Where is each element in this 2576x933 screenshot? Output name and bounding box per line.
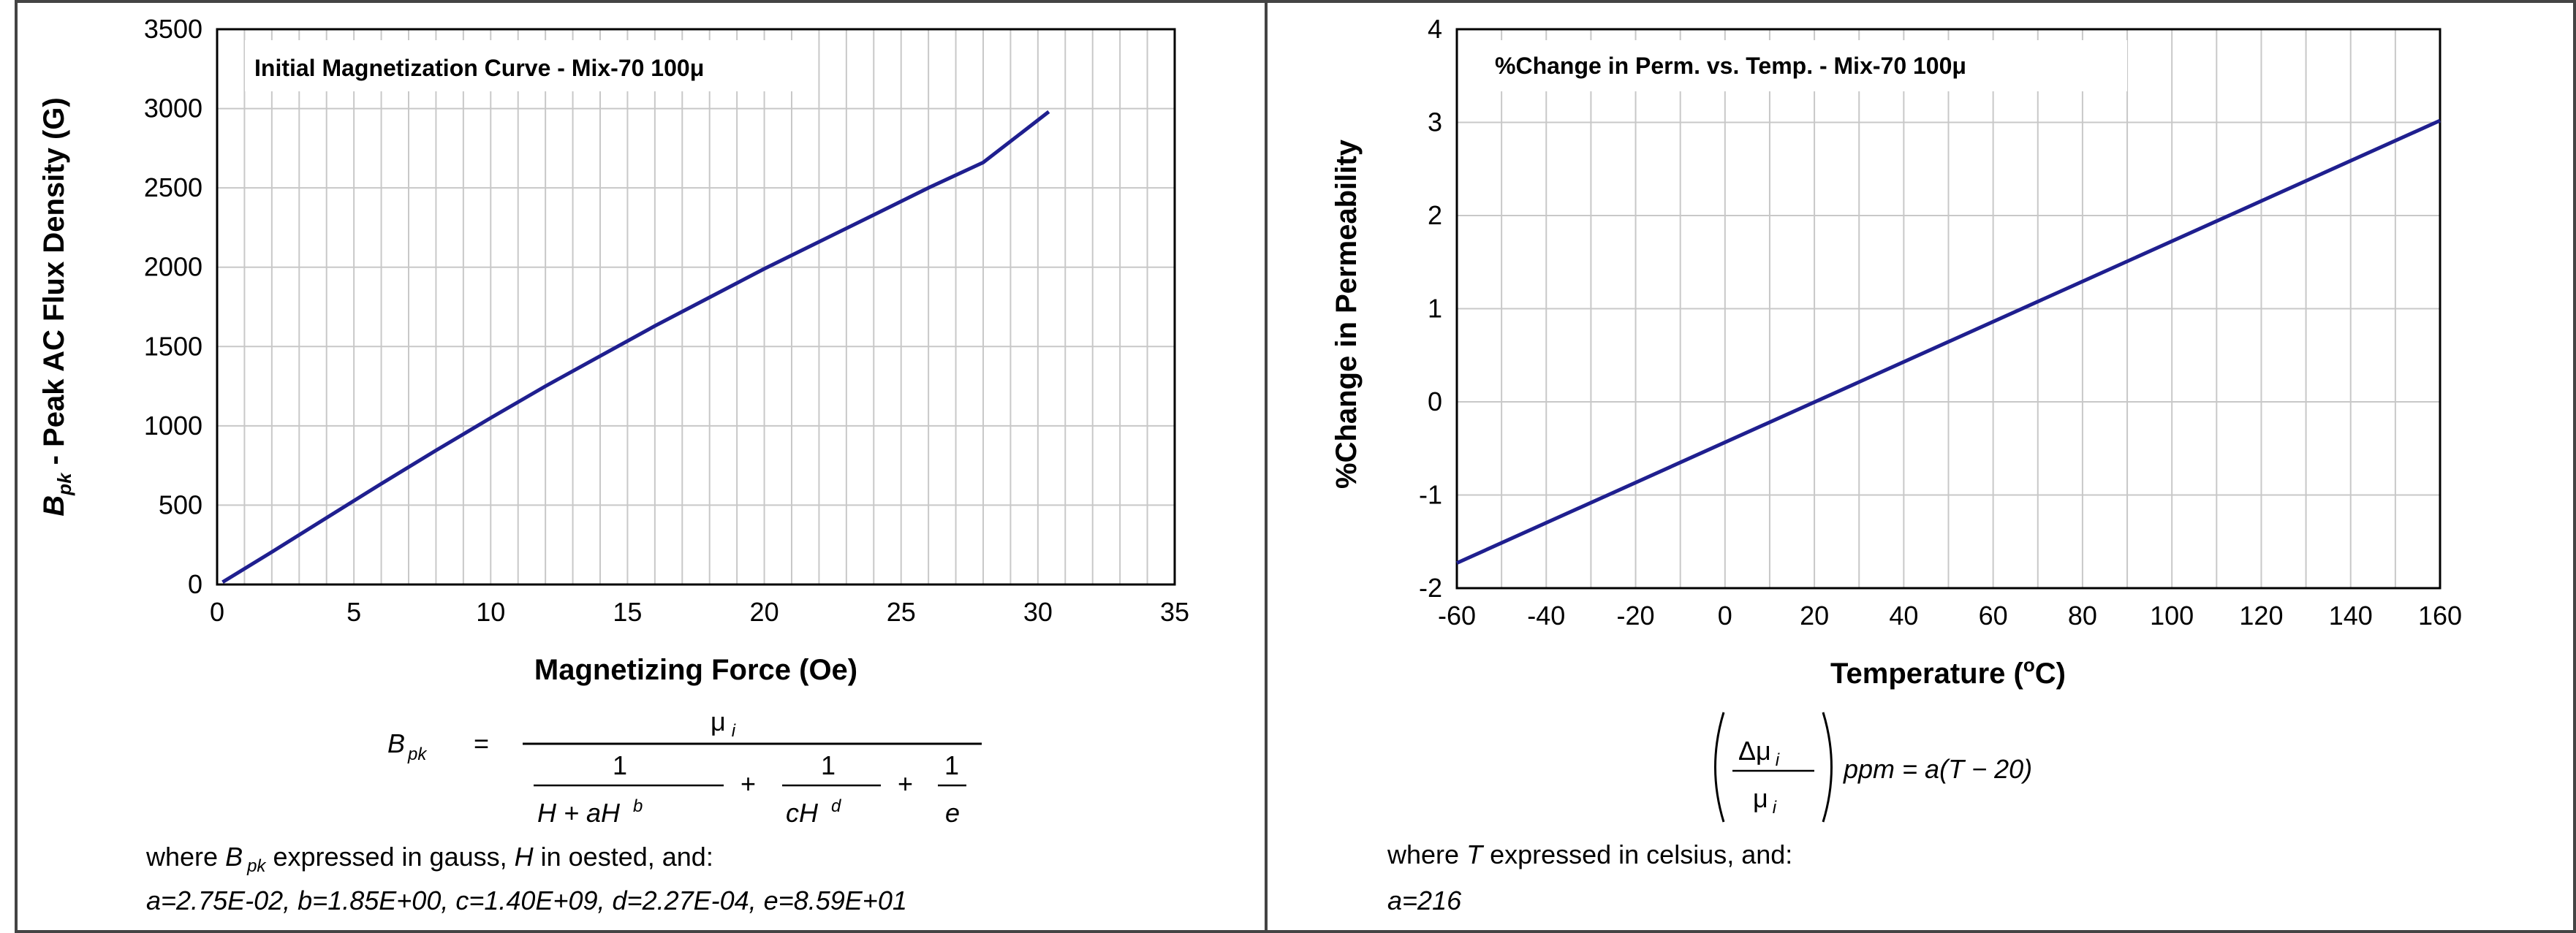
formula-constants: a=2.75E-02, b=1.85E+00, c=1.40E+09, d=2.… xyxy=(146,886,907,915)
y-tick-label: 2 xyxy=(1428,200,1442,230)
y-tick-label: 500 xyxy=(159,490,202,519)
permeability-y-label: %Change in Permeability xyxy=(1330,139,1363,489)
formula-left-paren xyxy=(1714,712,1725,823)
x-tick-label: 0 xyxy=(210,597,224,627)
x-tick-label: 80 xyxy=(2068,601,2097,631)
y-tick-label: -2 xyxy=(1419,573,1442,603)
permeability-curve xyxy=(1455,118,2441,565)
y-tick-label: 0 xyxy=(1428,386,1442,416)
magnetization-grid xyxy=(216,28,1175,585)
permeability-title: %Change in Perm. vs. Temp. - Mix-70 100μ xyxy=(1495,53,1966,79)
x-tick-label: -20 xyxy=(1617,601,1655,631)
permeability-chart: -60 -40 -20 0 20 40 60 80 100 120 140 160 -2 -1 0 1 2 3 4… xyxy=(1330,14,2462,690)
y-tick-label: 3500 xyxy=(144,14,202,44)
magnetization-curve xyxy=(221,110,1050,584)
formula-right-paren xyxy=(1822,712,1833,823)
x-tick-label: 25 xyxy=(887,597,916,627)
x-tick-label: 160 xyxy=(2418,601,2462,631)
x-tick-label: 60 xyxy=(1979,601,2008,631)
formula-equals: = xyxy=(474,728,489,758)
y-tick-label: 1000 xyxy=(144,411,202,441)
y-tick-label: -1 xyxy=(1419,480,1442,510)
x-tick-label: 0 xyxy=(1718,601,1732,631)
permeability-x-ticks: -60 -40 -20 0 20 40 60 80 100 120 140 160 xyxy=(1438,601,2462,631)
magnetization-x-ticks: 0 5 10 15 20 25 30 35 xyxy=(210,597,1189,627)
x-tick-label: 40 xyxy=(1889,601,1918,631)
magnetization-y-label: Bpk - Peak AC Flux Density (G) xyxy=(38,97,75,516)
formula-delta-mu: Δμ i xyxy=(1738,736,1780,770)
formula-where-line-right: where T expressed in celsius, and: xyxy=(1387,839,1792,869)
magnetization-title: Initial Magnetization Curve - Mix-70 100… xyxy=(254,55,704,81)
formula-plus-2: + xyxy=(898,769,913,799)
permeability-grid xyxy=(1456,28,2441,589)
x-tick-label: 30 xyxy=(1023,597,1053,627)
formula-den-3: e xyxy=(945,798,960,828)
x-tick-label: 35 xyxy=(1160,597,1189,627)
formula-den-2: cH d xyxy=(786,796,841,828)
x-tick-label: 5 xyxy=(346,597,361,627)
x-tick-label: 20 xyxy=(1800,601,1829,631)
formula-den-1: H + aH b xyxy=(537,796,643,828)
x-tick-label: 10 xyxy=(476,597,505,627)
magnetization-plot-frame xyxy=(216,28,1176,586)
y-tick-label: 1500 xyxy=(144,331,202,361)
permeability-x-label: Temperature (oC) xyxy=(1830,654,2066,690)
formula-constants-right: a=216 xyxy=(1387,886,1462,915)
x-tick-label: 15 xyxy=(613,597,642,627)
right-panel-border xyxy=(1265,0,2576,933)
y-tick-label: 2000 xyxy=(144,252,202,282)
x-tick-label: -40 xyxy=(1527,601,1565,631)
y-tick-label: 4 xyxy=(1428,14,1442,44)
formula-one-2: 1 xyxy=(821,750,836,780)
x-tick-label: 140 xyxy=(2329,601,2373,631)
y-tick-label: 0 xyxy=(188,569,202,599)
magnetization-title-bg xyxy=(245,40,815,91)
x-tick-label: 20 xyxy=(750,597,779,627)
formula-one-3: 1 xyxy=(944,750,959,780)
magnetization-x-label: Magnetizing Force (Oe) xyxy=(534,654,857,686)
x-tick-label: 120 xyxy=(2239,601,2283,631)
y-tick-label: 1 xyxy=(1428,294,1442,324)
y-tick-label: 3 xyxy=(1428,107,1442,137)
left-panel-border xyxy=(15,0,1268,933)
formula-one-1: 1 xyxy=(613,750,627,780)
x-tick-label: 100 xyxy=(2150,601,2194,631)
permeability-y-ticks: -2 -1 0 1 2 3 4 xyxy=(1419,14,1442,603)
permeability-title-bg xyxy=(1484,40,2127,91)
magnetization-chart: 0 5 10 15 20 25 30 35 0 500 1000 1500 2000 2500 3000 3… xyxy=(38,14,1189,686)
y-tick-label: 2500 xyxy=(144,172,202,202)
formula-plus-1: + xyxy=(740,769,756,799)
permeability-plot-frame xyxy=(1455,28,2441,590)
magnetization-y-ticks: 0 500 1000 1500 2000 2500 3000 3500 xyxy=(144,14,202,599)
x-tick-label: -60 xyxy=(1438,601,1476,631)
formula-rhs: ppm = a(T − 20) xyxy=(1843,754,2032,784)
y-tick-label: 3000 xyxy=(144,94,202,123)
